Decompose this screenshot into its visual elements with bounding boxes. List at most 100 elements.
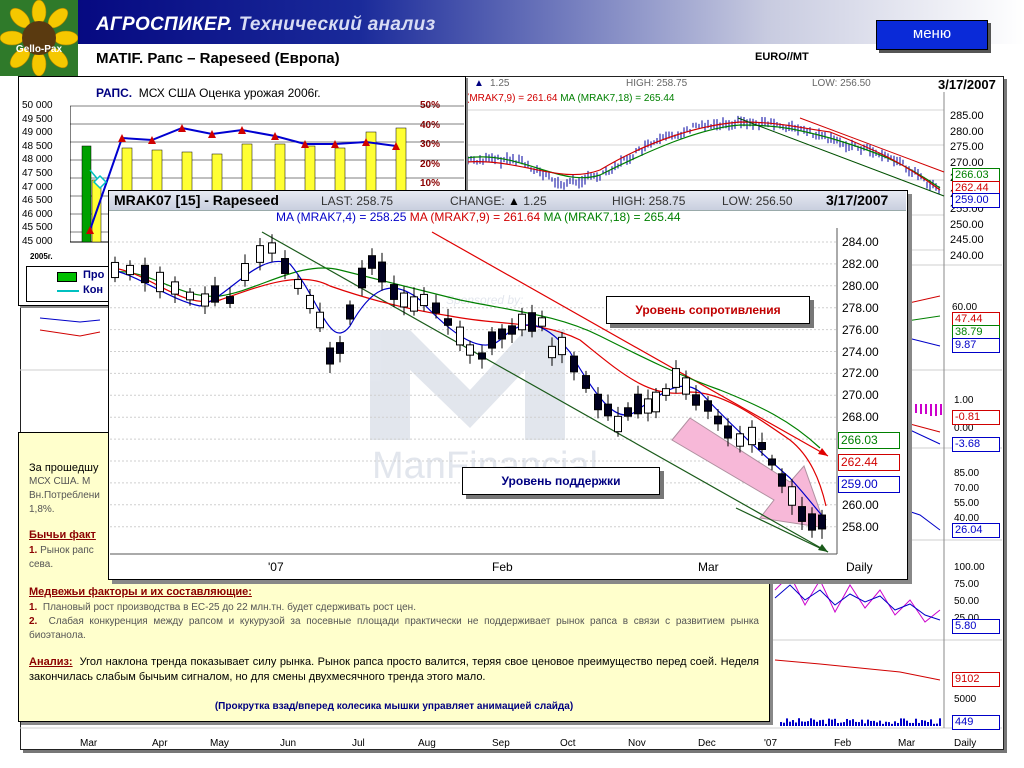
bg-price-tick: 275.00 bbox=[950, 141, 984, 153]
bg-volume-bar bbox=[813, 719, 815, 726]
inset-right-tick: 40% bbox=[420, 119, 441, 131]
bg-price-value-box: 259.00 bbox=[952, 193, 1000, 208]
bg-x-label: Mar bbox=[80, 738, 98, 749]
candle-body bbox=[548, 345, 556, 359]
bg-vol-value-box: 9102 bbox=[952, 672, 1000, 687]
candle-body bbox=[432, 302, 440, 314]
candle-body bbox=[281, 258, 289, 274]
candle-body bbox=[570, 355, 578, 373]
bg-volume-bar bbox=[846, 718, 848, 726]
bg-volume-bar bbox=[870, 720, 872, 726]
candle-body bbox=[652, 391, 660, 413]
bg-price-tick: 270.00 bbox=[950, 156, 984, 169]
bg-volume-bar bbox=[807, 721, 809, 726]
inset-left-tick: 47 500 bbox=[22, 168, 53, 179]
bear-factors-heading: Медвежьи факторы и их составляющие: bbox=[29, 586, 252, 598]
support-level-label: Уровень поддержки bbox=[462, 467, 660, 495]
bg-volume-bar bbox=[843, 722, 845, 726]
fg-high: HIGH: 258.75 bbox=[612, 194, 686, 208]
bg-x-label: Aug bbox=[418, 738, 436, 749]
bg-chart-date: 3/17/2007 bbox=[938, 77, 996, 92]
bg-volume-bar bbox=[858, 722, 860, 726]
inset-left-tick: 45 500 bbox=[22, 222, 53, 234]
support-trendline bbox=[261, 231, 829, 553]
bg-volume-bar bbox=[927, 722, 929, 726]
candle-body bbox=[682, 377, 690, 395]
bg-ind4-tick: 25.00 bbox=[954, 613, 979, 624]
bull-factor-1-tail: сева. bbox=[29, 559, 54, 570]
bg-x-label: Dec bbox=[698, 738, 716, 749]
bg-volume-bar bbox=[930, 719, 932, 726]
bg-x-label: Jul bbox=[352, 738, 365, 749]
bg-x-label: '07 bbox=[764, 738, 778, 749]
resistance-trendline bbox=[431, 231, 829, 457]
menu-button[interactable]: меню bbox=[876, 20, 988, 50]
bg-ind1-tick: 60.00 bbox=[952, 302, 978, 313]
bg-chart-ma-legend: (MRAK7,9) = 261.64 MA (MRAK7,18) = 265.4… bbox=[466, 93, 675, 104]
inset-left-tick: 48 500 bbox=[22, 140, 53, 152]
bg-volume-bar bbox=[867, 719, 869, 726]
bg-ind3-tick: 40.00 bbox=[954, 513, 980, 524]
fg-price-tick: 270.00 bbox=[842, 388, 879, 403]
candle-body bbox=[211, 285, 219, 303]
bg-x-label: Oct bbox=[560, 738, 576, 749]
inset-left-tick: 45 000 bbox=[22, 236, 53, 247]
candle-body bbox=[156, 271, 164, 293]
bg-volume-bar bbox=[915, 718, 917, 726]
bg-volume-bar bbox=[924, 720, 926, 726]
bg-price-tick: 250.00 bbox=[950, 218, 984, 231]
bg-volume-bar bbox=[906, 720, 908, 726]
bg-x-label: May bbox=[210, 738, 229, 749]
bg-volume-bar bbox=[909, 722, 911, 726]
candle-body bbox=[644, 398, 652, 414]
panel-intro: За прошедшу bbox=[29, 462, 99, 474]
bg-volume-bar bbox=[792, 720, 794, 726]
inset-left-tick: 46 500 bbox=[22, 195, 53, 207]
bg-ind3-tick: 70.00 bbox=[954, 483, 980, 494]
inset-left-tick: 47 000 bbox=[22, 181, 53, 193]
candle-body bbox=[466, 344, 474, 356]
bg-ind4-tick: 100.00 bbox=[954, 562, 985, 573]
bg-price-tick: 285.00 bbox=[950, 110, 984, 122]
fg-price-tick: 260.00 bbox=[842, 497, 879, 512]
bg-x-label: Feb bbox=[834, 738, 852, 749]
bg-volume-bar bbox=[780, 722, 782, 726]
bg-x-label: Jun bbox=[280, 738, 297, 749]
bg-volume-bar bbox=[810, 718, 812, 726]
candle-body bbox=[538, 317, 546, 327]
candle-body bbox=[768, 458, 776, 466]
candle-body bbox=[778, 473, 786, 487]
inset-bar bbox=[81, 145, 92, 243]
fg-price-tick: 276.00 bbox=[842, 322, 879, 337]
candle-body bbox=[634, 393, 642, 415]
fg-right-axis: 284.00 282.00 280.00 278.00 276.00 274.00 272.… bbox=[838, 0, 902, 768]
candle-body bbox=[336, 342, 344, 354]
fg-price-value: 262.44 bbox=[838, 454, 900, 471]
candle-body bbox=[326, 347, 334, 365]
currency-label: EURO//MT bbox=[755, 51, 809, 63]
candle-body bbox=[294, 279, 302, 289]
fg-last-price: LAST: 258.75 bbox=[321, 194, 394, 208]
candle-body bbox=[171, 281, 179, 295]
candle-body bbox=[201, 293, 209, 307]
fg-plot-area bbox=[110, 228, 837, 554]
bull-factors-heading: Бычьи факт bbox=[29, 529, 96, 541]
candle-body bbox=[306, 294, 314, 310]
fg-price-tick: 278.00 bbox=[842, 300, 879, 315]
candle-body bbox=[528, 312, 536, 332]
bg-ind2-value-box: -0.81 bbox=[952, 410, 1000, 425]
bg-chart-header: ▲ 1.25 HIGH: 258.75 LOW: 256.50 bbox=[474, 78, 871, 89]
bg-volume-bar bbox=[822, 719, 824, 726]
bg-ind4-tick: 75.00 bbox=[954, 579, 980, 590]
fg-x-label: Daily bbox=[846, 560, 873, 574]
candle-body bbox=[186, 291, 194, 301]
fg-price-tick: 258.00 bbox=[842, 519, 879, 534]
bg-volume-bar bbox=[885, 721, 887, 726]
bg-x-label: Sep bbox=[492, 738, 510, 749]
bg-volume-bar bbox=[834, 718, 836, 726]
candle-body bbox=[604, 403, 612, 417]
bg-volume-bar bbox=[861, 719, 863, 726]
bg-volume-bar bbox=[795, 722, 797, 726]
inset-left-tick: 50 000 bbox=[22, 100, 53, 111]
